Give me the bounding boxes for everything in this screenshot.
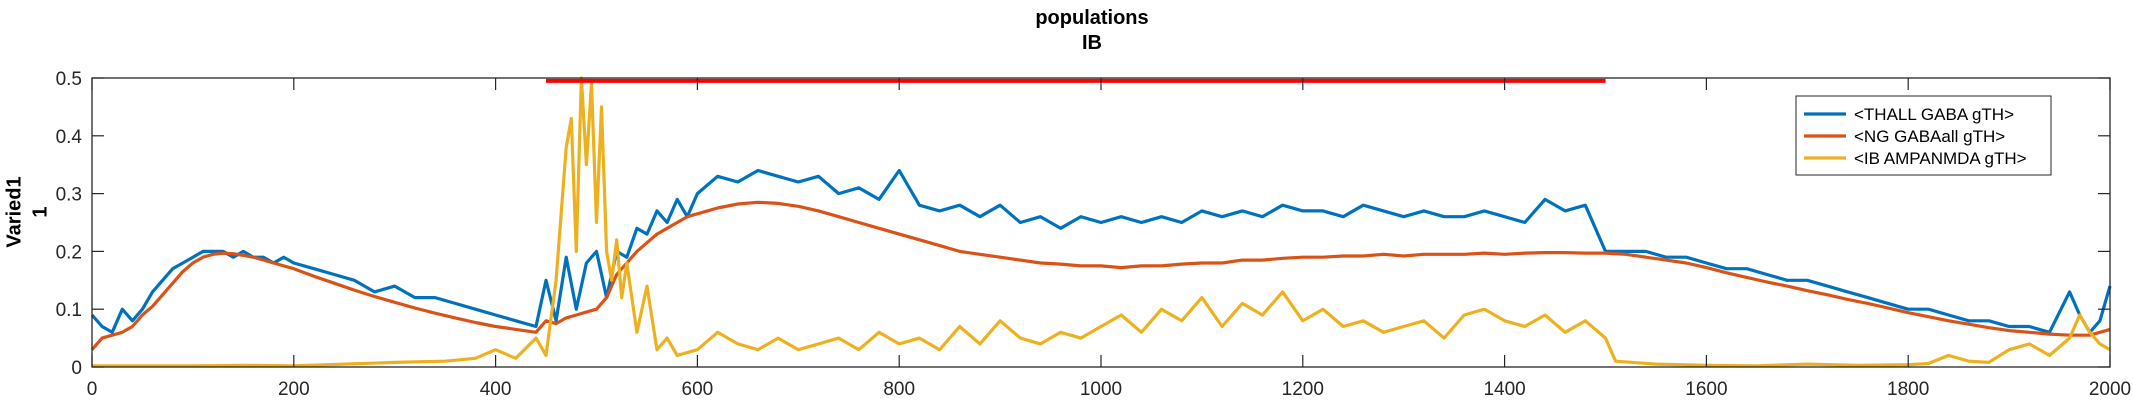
y-tick-label: 0.3 [56,185,82,206]
x-tick-label: 400 [480,379,512,400]
y-tick-label: 0 [71,358,82,379]
y-axis-label-line2: 1 [29,206,51,217]
legend: <THALL GABA gTH> <NG GABAall gTH> <IB AMPA… [1795,95,2052,176]
chart-title-line2: IB [1082,32,1102,54]
legend-label-2: <IB AMPANMDA gTH> [1854,149,2027,168]
legend-label-1: <NG GABAall gTH> [1854,127,2005,146]
x-tick-label: 1000 [1080,379,1122,400]
x-axis-ticks: 0 200 400 600 800 1000 1200 1400 1600 1800 2000 [87,78,2131,400]
x-tick-label: 0 [87,379,98,400]
x-tick-label: 800 [883,379,915,400]
x-tick-label: 1600 [1685,379,1727,400]
x-tick-label: 1400 [1483,379,1525,400]
y-tick-label: 0.1 [56,300,82,321]
series-line-0 [90,168,2112,334]
series-line-1 [90,200,2111,351]
y-tick-label: 0.2 [56,242,82,263]
y-tick-label: 0.4 [56,127,83,148]
chart-title-line1: populations [1035,7,1148,29]
legend-label-0: <THALL GABA gTH> [1854,105,2014,124]
x-tick-label: 600 [682,379,714,400]
y-tick-label: 0.5 [56,69,82,90]
y-axis-label-line1: Varied1 [3,176,25,247]
y-axis-ticks: 0 0.1 0.2 0.3 0.4 0.5 [56,69,2110,379]
x-tick-label: 1200 [1282,379,1324,400]
x-tick-label: 1800 [1887,379,1929,400]
x-tick-label: 200 [278,379,310,400]
y-axis-label: Varied1 1 [3,176,51,247]
x-tick-label: 2000 [2089,379,2131,400]
